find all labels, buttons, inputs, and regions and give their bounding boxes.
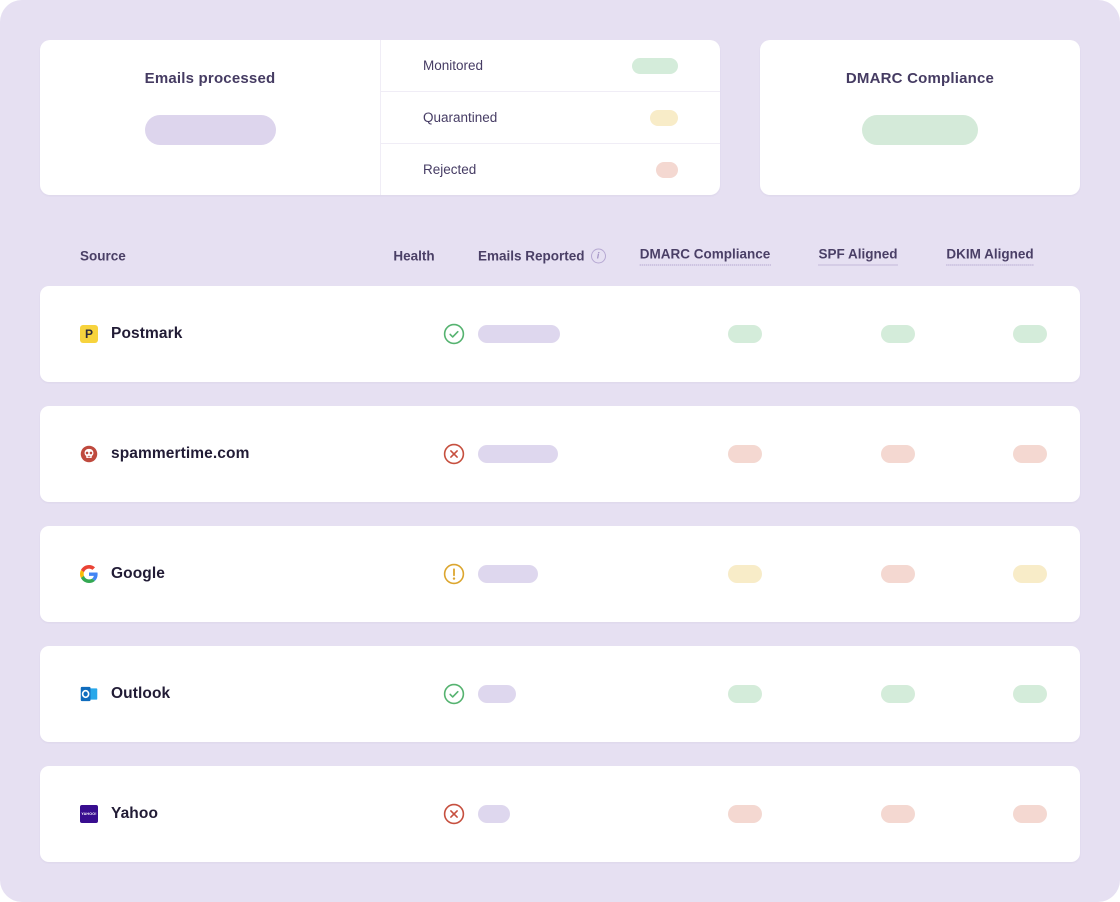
emails-processed-skeleton bbox=[144, 115, 276, 145]
warning-circle-icon bbox=[443, 563, 465, 585]
dmarc-compliance-pill bbox=[728, 685, 762, 703]
dmarc-compliance-skeleton bbox=[862, 115, 978, 145]
outlook-logo-icon bbox=[80, 685, 98, 703]
source-cell: P Postmark bbox=[80, 325, 182, 343]
health-status-icon bbox=[443, 443, 465, 465]
spf-aligned-pill bbox=[881, 805, 915, 823]
column-header-dkim-aligned[interactable]: DKIM Aligned bbox=[946, 247, 1034, 266]
dmarc-compliance-card: DMARC Compliance bbox=[760, 40, 1080, 195]
column-header-source: Source bbox=[80, 248, 126, 264]
legend-row-rejected: Rejected bbox=[381, 143, 720, 195]
dmarc-compliance-title: DMARC Compliance bbox=[845, 70, 995, 87]
dkim-aligned-pill bbox=[1013, 445, 1047, 463]
dkim-aligned-pill bbox=[1013, 805, 1047, 823]
legend-label: Monitored bbox=[423, 58, 484, 73]
health-status-icon bbox=[443, 683, 465, 705]
table-row-yahoo[interactable]: YAHOO! Yahoo bbox=[40, 766, 1080, 862]
source-cell: Outlook bbox=[80, 685, 170, 703]
table-row-google[interactable]: Google bbox=[40, 526, 1080, 622]
source-name: Outlook bbox=[111, 685, 171, 702]
spf-aligned-pill bbox=[881, 685, 915, 703]
source-cell: spammertime.com bbox=[80, 445, 249, 463]
legend-label: Quarantined bbox=[423, 110, 498, 125]
emails-reported-skeleton bbox=[478, 805, 510, 823]
column-header-dmarc-compliance[interactable]: DMARC Compliance bbox=[639, 247, 771, 266]
dmarc-compliance-pill bbox=[728, 325, 762, 343]
spf-aligned-pill bbox=[881, 325, 915, 343]
spf-aligned-pill bbox=[881, 565, 915, 583]
source-cell: YAHOO! Yahoo bbox=[80, 805, 158, 823]
column-header-spf-aligned[interactable]: SPF Aligned bbox=[818, 247, 898, 266]
column-header-health: Health bbox=[393, 248, 435, 264]
legend-label: Rejected bbox=[423, 162, 477, 177]
health-status-icon bbox=[443, 323, 465, 345]
health-status-icon bbox=[443, 803, 465, 825]
info-icon[interactable]: i bbox=[590, 248, 606, 264]
emails-processed-section: Emails processed bbox=[40, 40, 380, 195]
dkim-aligned-pill bbox=[1013, 565, 1047, 583]
dkim-aligned-pill bbox=[1013, 325, 1047, 343]
emails-reported-skeleton bbox=[478, 445, 558, 463]
dmarc-compliance-pill bbox=[728, 445, 762, 463]
source-name: Yahoo bbox=[111, 805, 159, 822]
source-name: Google bbox=[111, 565, 165, 582]
emails-reported-skeleton bbox=[478, 685, 516, 703]
yahoo-logo-icon: YAHOO! bbox=[80, 805, 98, 823]
rejected-skeleton-pill bbox=[656, 161, 678, 178]
legend-row-quarantined: Quarantined bbox=[381, 91, 720, 143]
google-logo-icon bbox=[80, 565, 98, 583]
table-row-spammertime[interactable]: spammertime.com bbox=[40, 406, 1080, 502]
x-circle-icon bbox=[443, 803, 465, 825]
quarantined-skeleton-pill bbox=[650, 109, 678, 126]
health-status-icon bbox=[443, 563, 465, 585]
emails-reported-label: Emails Reported bbox=[478, 248, 585, 264]
emails-processed-card: Emails processed Monitored Quarantined R… bbox=[40, 40, 720, 195]
emails-reported-skeleton bbox=[478, 565, 538, 583]
check-circle-icon bbox=[443, 683, 465, 705]
emails-processed-title: Emails processed bbox=[144, 70, 276, 87]
spf-aligned-pill bbox=[881, 445, 915, 463]
monitored-skeleton-pill bbox=[632, 57, 678, 74]
legend-row-monitored: Monitored bbox=[381, 40, 720, 91]
dkim-aligned-pill bbox=[1013, 685, 1047, 703]
dmarc-compliance-pill bbox=[728, 805, 762, 823]
table-row-outlook[interactable]: Outlook bbox=[40, 646, 1080, 742]
emails-processed-legend: Monitored Quarantined Rejected bbox=[380, 40, 720, 195]
skull-favicon-icon bbox=[80, 445, 98, 463]
source-name: Postmark bbox=[111, 325, 183, 342]
column-header-emails-reported: Emails Reported i bbox=[478, 248, 606, 264]
emails-reported-skeleton bbox=[478, 325, 560, 343]
postmark-logo-icon: P bbox=[80, 325, 98, 343]
table-row-postmark[interactable]: P Postmark bbox=[40, 286, 1080, 382]
x-circle-icon bbox=[443, 443, 465, 465]
source-cell: Google bbox=[80, 565, 165, 583]
table-header: Source Health Emails Reported i DMARC Co… bbox=[0, 240, 1120, 272]
check-circle-icon bbox=[443, 323, 465, 345]
dmarc-compliance-pill bbox=[728, 565, 762, 583]
source-name: spammertime.com bbox=[111, 445, 250, 462]
